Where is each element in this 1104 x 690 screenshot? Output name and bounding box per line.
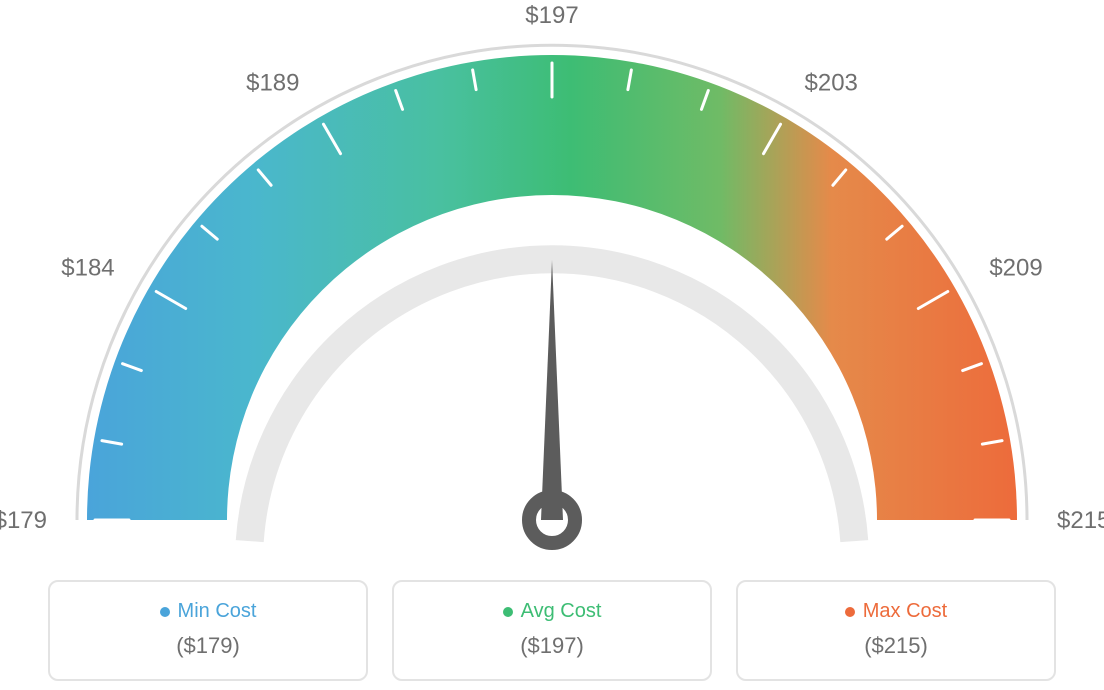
legend-value-avg: ($197) xyxy=(414,633,690,659)
svg-text:$215: $215 xyxy=(1057,507,1104,534)
legend-card-avg: Avg Cost ($197) xyxy=(392,580,712,681)
legend-title-avg: Avg Cost xyxy=(503,600,602,623)
svg-text:$203: $203 xyxy=(805,70,858,97)
legend-label-min: Min Cost xyxy=(178,600,257,623)
legend-value-min: ($179) xyxy=(70,633,346,659)
legend-dot-avg xyxy=(503,607,513,617)
svg-text:$197: $197 xyxy=(525,2,578,29)
legend-dot-max xyxy=(845,607,855,617)
legend-dot-min xyxy=(160,607,170,617)
legend-label-avg: Avg Cost xyxy=(521,600,602,623)
legend-label-max: Max Cost xyxy=(863,600,947,623)
legend-card-max: Max Cost ($215) xyxy=(736,580,1056,681)
legend-value-max: ($215) xyxy=(758,633,1034,659)
legend-row: Min Cost ($179) Avg Cost ($197) Max Cost… xyxy=(0,580,1104,681)
legend-title-max: Max Cost xyxy=(845,600,947,623)
legend-title-min: Min Cost xyxy=(160,600,257,623)
svg-text:$184: $184 xyxy=(61,255,114,282)
svg-text:$189: $189 xyxy=(246,70,299,97)
svg-text:$179: $179 xyxy=(0,507,47,534)
legend-card-min: Min Cost ($179) xyxy=(48,580,368,681)
gauge-svg: $179 $184 $189 $197 $203 $209 $215 xyxy=(0,0,1104,570)
svg-text:$209: $209 xyxy=(989,255,1042,282)
gauge-chart: $179 $184 $189 $197 $203 $209 $215 xyxy=(0,0,1104,570)
